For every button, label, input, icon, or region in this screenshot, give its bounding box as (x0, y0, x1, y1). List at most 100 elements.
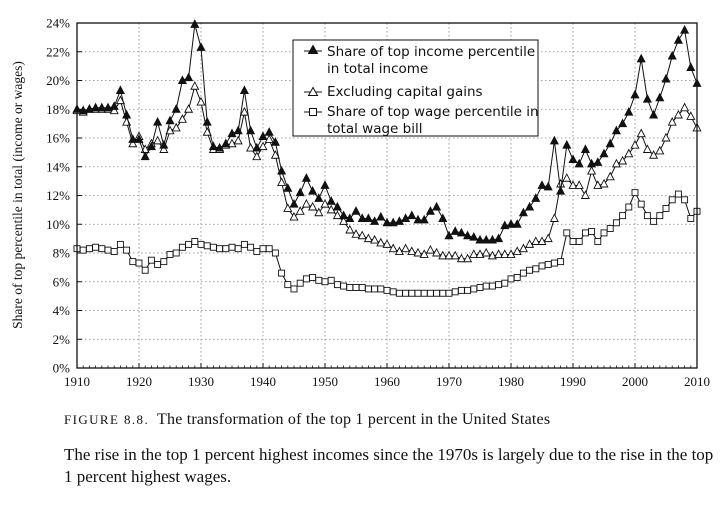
x-tick-label: 1940 (250, 374, 276, 389)
data-point (363, 213, 373, 222)
data-point (357, 230, 367, 240)
data-point (153, 117, 163, 126)
data-point (290, 285, 298, 293)
data-point (265, 245, 273, 253)
data-point (593, 157, 603, 166)
data-point (252, 151, 262, 161)
data-point (531, 236, 541, 245)
data-point (283, 183, 293, 192)
data-point (320, 180, 330, 189)
data-point (289, 198, 299, 208)
data-point (301, 198, 311, 208)
legend-label-top-income-line2: in total income (327, 61, 428, 77)
data-point (562, 140, 572, 149)
data-point (642, 144, 652, 153)
y-tick-label: 10% (46, 217, 70, 232)
data-point (611, 158, 621, 168)
data-point (543, 181, 553, 191)
figure-label: FIGURE 8.8. (64, 412, 150, 427)
data-point (537, 236, 547, 245)
data-point (525, 239, 535, 248)
data-point (556, 186, 566, 195)
data-point (408, 289, 416, 297)
data-point (463, 253, 473, 263)
y-tick-label: 0% (53, 361, 71, 376)
data-point (568, 180, 578, 189)
data-point (115, 85, 125, 95)
data-point (246, 125, 256, 135)
data-point (525, 201, 535, 211)
data-point (172, 249, 180, 257)
y-tick-label: 14% (46, 159, 70, 174)
data-point (587, 165, 597, 175)
data-point (346, 284, 354, 291)
data-point (122, 109, 132, 119)
data-point (619, 212, 627, 220)
data-point (593, 180, 603, 189)
data-point (394, 246, 404, 256)
data-point (345, 224, 355, 234)
data-point (544, 261, 552, 268)
data-point (618, 118, 628, 128)
data-point (606, 225, 614, 233)
data-point (500, 220, 510, 230)
data-point (650, 217, 658, 225)
data-point (631, 189, 639, 197)
data-point (134, 134, 144, 143)
data-point (662, 204, 670, 212)
data-point (673, 35, 683, 44)
data-point (531, 193, 541, 202)
data-point (642, 94, 652, 103)
data-point (146, 141, 156, 151)
data-point (308, 201, 318, 211)
data-point (302, 275, 310, 283)
y-axis-ticks: 0% 2% 4% 6% 8% 10% 12% 14% 16% 18% 20% 22% 24% (46, 16, 82, 376)
data-point (259, 245, 267, 253)
data-point (109, 105, 119, 115)
data-point (667, 50, 677, 60)
data-point (481, 247, 491, 257)
data-point (314, 193, 324, 202)
legend-item-top-wage: Share of top wage percentile in total wa… (304, 104, 539, 137)
data-point (153, 135, 163, 145)
legend: Share of top income percentile in total … (292, 39, 539, 137)
data-point (91, 102, 101, 112)
data-point (171, 122, 181, 132)
data-point (456, 253, 466, 263)
data-point (394, 216, 404, 225)
data-point (518, 207, 528, 217)
data-point (537, 180, 547, 189)
y-tick-label: 20% (46, 73, 70, 88)
data-point (165, 115, 175, 125)
data-point (247, 243, 255, 251)
x-tick-label: 1930 (188, 374, 214, 389)
data-point (407, 246, 417, 256)
data-point (295, 206, 305, 215)
data-point (469, 232, 479, 241)
data-point (587, 158, 597, 168)
data-point (476, 284, 484, 291)
data-point (363, 233, 373, 243)
data-point (636, 128, 646, 138)
data-point (413, 247, 423, 257)
data-point (147, 256, 155, 264)
data-point (159, 140, 169, 149)
data-point (432, 247, 442, 257)
data-point (444, 230, 454, 240)
data-point (456, 227, 466, 237)
y-tick-label: 4% (53, 303, 71, 318)
data-point (270, 137, 280, 146)
data-point (364, 285, 372, 293)
data-point (687, 215, 695, 222)
data-point (315, 276, 323, 284)
data-point (470, 285, 478, 293)
data-point (258, 141, 268, 151)
data-point (171, 104, 181, 113)
data-point (463, 230, 473, 240)
data-point (92, 243, 100, 251)
data-point (270, 150, 280, 159)
data-point (209, 243, 217, 251)
data-point (686, 111, 696, 120)
data-point (680, 102, 690, 112)
data-point (599, 148, 609, 158)
